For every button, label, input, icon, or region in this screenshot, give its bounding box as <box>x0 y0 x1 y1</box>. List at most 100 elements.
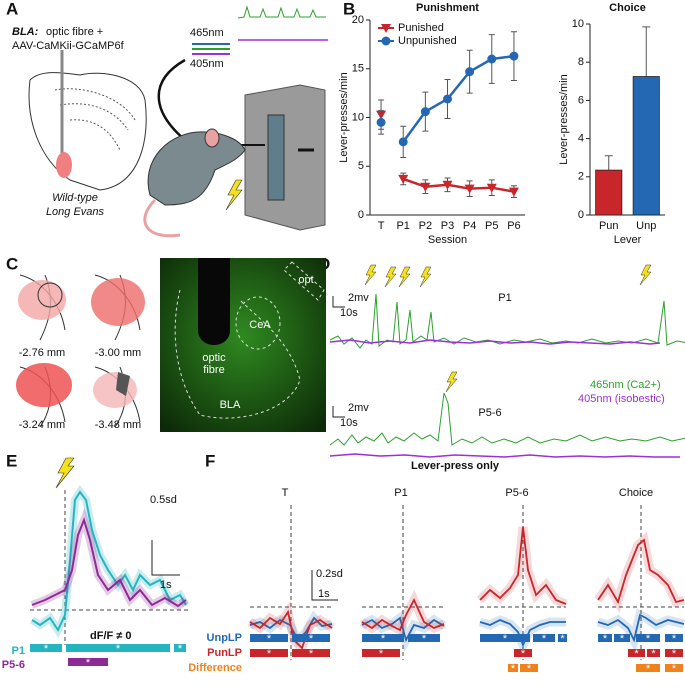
trace-decoration <box>329 392 685 446</box>
chamber-slot <box>267 114 285 201</box>
column-label: T <box>282 487 289 499</box>
y-tick-label: 5 <box>358 160 364 172</box>
row-label: UnpLP <box>207 632 242 644</box>
session-label: P1 <box>498 292 511 304</box>
panel-label: C <box>6 254 18 273</box>
significance-star: * <box>44 643 49 655</box>
significance-bar <box>514 649 532 657</box>
trace-error <box>29 484 190 639</box>
significance-bar <box>598 634 612 642</box>
fibre-tract <box>198 258 230 345</box>
scale-bar <box>332 296 345 308</box>
significance-bars: * * * * <box>30 643 186 669</box>
column-label: P1 <box>394 487 407 499</box>
construct-text: AAV-CaMKii-GCaMP6f <box>12 40 125 52</box>
strain-text: Long Evans <box>46 206 105 218</box>
chart-title: Punishment <box>416 2 479 14</box>
significance-star: * <box>379 648 384 660</box>
point <box>420 182 431 192</box>
significance-star: * <box>672 663 677 675</box>
significance-bar <box>480 634 530 642</box>
section-label: -3.48 mm <box>95 419 141 431</box>
significance-bar <box>250 634 288 642</box>
point <box>465 67 475 77</box>
significance-bar <box>665 649 683 657</box>
scale-label: 2mv <box>348 402 369 414</box>
mini-plots: * ** ** *** * *** ** * * ** * ** * <box>247 505 685 675</box>
significance-bar <box>636 664 660 672</box>
test-label: dF/F ≠ 0 <box>90 630 131 642</box>
point <box>420 107 430 117</box>
mouse-ear <box>204 128 220 148</box>
session-label: P5-6 <box>478 407 501 419</box>
error-bar <box>642 26 651 77</box>
significance-star: * <box>646 633 651 645</box>
significance-star: * <box>620 633 625 645</box>
scale-bar <box>311 570 338 601</box>
significance-star: * <box>527 663 532 675</box>
panel-e: 0.5sd 1s dF/F ≠ 0 P1 P5-6 * * * * <box>2 457 190 671</box>
scale-label: 10s <box>340 307 358 319</box>
bla-region <box>56 152 72 178</box>
panel-c: -2.76 mm -3.00 mm -3.24 mm -3.48 mm opti… <box>16 258 326 432</box>
point <box>508 187 519 197</box>
trace-decoration <box>329 293 685 349</box>
line-segment <box>491 186 515 193</box>
line-segment <box>446 70 471 100</box>
significance-bar <box>508 664 518 672</box>
significance-bar <box>292 649 330 657</box>
legend-label: Punished <box>398 22 444 34</box>
panel-d: P1 2mv 10s 465nm (Ca2+) 405nm (isobestic… <box>329 264 685 458</box>
histology-image <box>160 258 326 432</box>
significance-bar <box>408 634 440 642</box>
significance-star: * <box>503 633 508 645</box>
x-tick-label: T <box>378 220 385 232</box>
panel-f: Lever-press only T P1 P5-6 Choice 0.2sd … <box>188 460 685 675</box>
trace-decoration <box>329 453 680 458</box>
section-label: -3.24 mm <box>19 419 65 431</box>
significance-star: * <box>267 648 272 660</box>
significance-bar <box>614 634 630 642</box>
line-segment <box>425 183 448 188</box>
opt-outline <box>283 261 325 301</box>
y-tick-label: 6 <box>578 94 584 106</box>
y-tick-label: 0 <box>578 209 584 221</box>
image-label: CeA <box>249 319 271 331</box>
bar <box>595 169 623 216</box>
trace-decoration <box>31 490 187 633</box>
significance-star: * <box>116 643 121 655</box>
legend-marker <box>381 24 391 33</box>
significance-bar <box>665 634 683 642</box>
panel-title: Lever-press only <box>411 460 500 472</box>
x-tick-label: P4 <box>463 220 476 232</box>
point <box>442 180 453 190</box>
shock-icon <box>225 179 243 211</box>
significance-star: * <box>178 643 183 655</box>
significance-bar <box>362 649 400 657</box>
significance-star: * <box>634 648 639 660</box>
panel-label: B <box>343 0 355 18</box>
significance-bar <box>174 644 186 652</box>
significance-bar <box>647 649 660 657</box>
significance-bar <box>66 644 170 652</box>
x-tick-label: P2 <box>419 220 432 232</box>
significance-star: * <box>511 663 516 675</box>
patch-cord <box>157 58 186 141</box>
x-tick-label: P1 <box>396 220 409 232</box>
brain-detail <box>54 88 136 151</box>
significance-star: * <box>267 633 272 645</box>
x-axis-label: Lever <box>614 234 642 246</box>
panel-a: BLA: optic fibre + AAV-CaMKii-GCaMP6f Wi… <box>12 5 328 238</box>
line-segment <box>469 186 492 190</box>
scale-bar <box>332 406 345 418</box>
chamber-wall <box>244 84 326 231</box>
trace-decoration <box>597 538 685 605</box>
image-label: optic <box>202 352 226 364</box>
trace-decoration <box>329 339 661 345</box>
trace-decoration <box>31 516 187 608</box>
significance-star: * <box>381 633 386 645</box>
construct-label: BLA: <box>12 26 39 38</box>
cea-outline <box>235 296 281 350</box>
significance-bar <box>362 634 404 642</box>
